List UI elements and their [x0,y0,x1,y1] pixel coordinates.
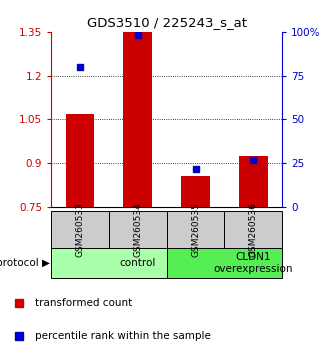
Text: GSM260535: GSM260535 [191,202,200,257]
Text: GSM260534: GSM260534 [133,202,142,257]
Bar [167,211,224,248]
Bar [109,211,167,248]
Text: control: control [119,258,156,268]
Bar [123,30,152,207]
Bar [224,211,282,248]
Bar [239,156,268,207]
Title: GDS3510 / 225243_s_at: GDS3510 / 225243_s_at [87,16,247,29]
Text: GSM260536: GSM260536 [249,202,258,257]
Bar [181,176,210,207]
Text: transformed count: transformed count [35,298,132,308]
Bar [167,248,282,278]
Bar [66,114,94,207]
Text: GSM260533: GSM260533 [76,202,84,257]
Text: percentile rank within the sample: percentile rank within the sample [35,331,211,341]
Bar [51,211,109,248]
Text: protocol ▶: protocol ▶ [0,258,50,268]
Bar [51,248,167,278]
Text: CLDN1
overexpression: CLDN1 overexpression [214,252,293,274]
